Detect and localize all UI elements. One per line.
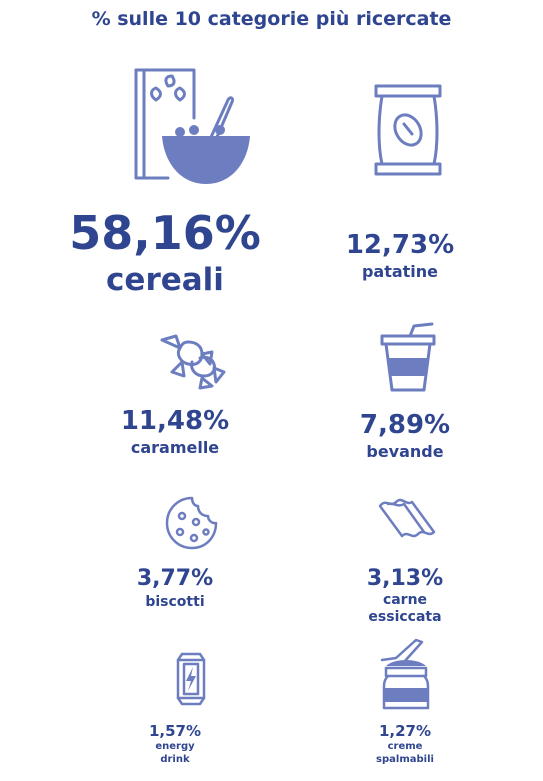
bevande-value: 7,89% — [359, 410, 451, 440]
caramelle-label: caramelle — [130, 438, 220, 457]
cereal-box-bowl-icon — [134, 68, 250, 184]
candy-icon — [160, 334, 226, 390]
carne-essiccata-value: 3,13% — [366, 566, 444, 591]
chips-bag-icon — [374, 84, 442, 176]
energy-drink-label-line-1: energy — [155, 741, 195, 752]
creme-spalmabili-label-line-2: spalmabili — [376, 754, 434, 765]
energy-drink-can-icon — [176, 652, 206, 706]
patatine-value: 12,73% — [345, 230, 455, 260]
carne-essiccata-label-line-1: carne — [382, 592, 428, 608]
bevande-label: bevande — [366, 442, 444, 461]
carne-essiccata-label-line-2: essiccata — [368, 609, 442, 625]
biscotti-value: 3,77% — [136, 566, 214, 591]
biscotti-label: biscotti — [145, 594, 205, 610]
cookie-icon — [165, 496, 218, 550]
bacon-icon — [378, 498, 436, 538]
energy-drink-label-line-2: drink — [160, 754, 190, 765]
energy-drink-value: 1,57% — [148, 722, 202, 740]
patatine-label: patatine — [361, 262, 439, 281]
drink-cup-icon — [380, 322, 436, 392]
cereali-label: cereali — [106, 262, 224, 298]
creme-spalmabili-value: 1,27% — [378, 722, 432, 740]
chart-title: % sulle 10 categorie più ricercate — [91, 8, 452, 30]
cereali-value: 58,16% — [69, 206, 261, 260]
creme-spalmabili-label-line-1: creme — [387, 741, 423, 752]
caramelle-value: 11,48% — [120, 406, 230, 436]
spread-jar-knife-icon — [380, 638, 430, 710]
